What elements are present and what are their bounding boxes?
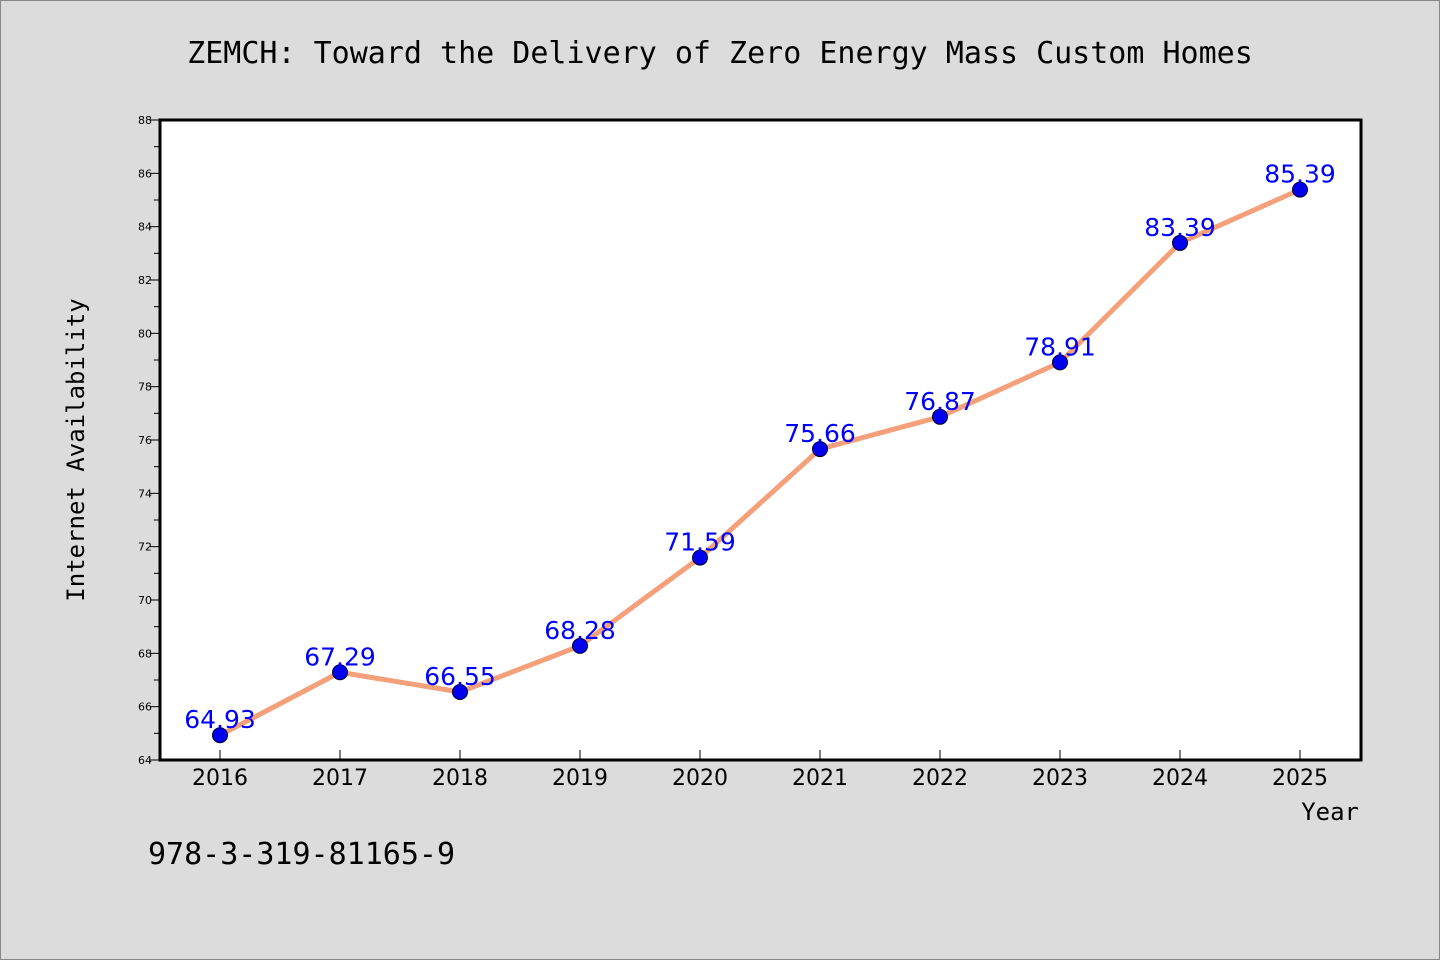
data-label: 78.91	[1024, 332, 1096, 361]
x-tick-label: 2020	[672, 766, 728, 791]
y-tick-label: 84	[138, 221, 152, 234]
x-tick-label: 2025	[1272, 766, 1328, 791]
y-tick-label: 68	[138, 647, 152, 660]
x-tick-label: 2016	[192, 766, 248, 791]
plot-frame	[158, 118, 1363, 762]
x-tick-label: 2018	[432, 766, 488, 791]
x-tick-label: 2019	[552, 766, 608, 791]
y-tick-label: 80	[138, 327, 152, 340]
plot-area	[160, 120, 1361, 760]
data-point	[452, 684, 468, 700]
x-axis-ticks: 2016 2017 2018 2019 2020 2021 2022 2023 2024 2025	[192, 750, 1328, 791]
data-label: 68.28	[544, 616, 616, 645]
data-label: 64.93	[184, 705, 256, 734]
y-tick-label: 66	[138, 701, 152, 714]
y-tick-label: 86	[138, 167, 152, 180]
data-label: 76.87	[904, 387, 976, 416]
y-tick-label: 82	[138, 274, 152, 287]
x-axis-label: Year	[1301, 798, 1359, 826]
data-point	[572, 637, 588, 654]
x-tick-label: 2021	[792, 766, 848, 791]
data-point	[212, 727, 228, 744]
data-point	[1052, 354, 1068, 371]
data-point	[692, 549, 708, 566]
data-label: 67.29	[304, 642, 376, 671]
x-tick-label: 2022	[912, 766, 968, 791]
series-points-group	[212, 181, 1308, 744]
data-point	[932, 408, 948, 425]
data-label: 85.39	[1264, 160, 1336, 189]
series-line	[217, 187, 1303, 738]
data-point	[1292, 181, 1308, 198]
y-tick-label: 76	[138, 434, 152, 447]
data-labels-group: 64.93 67.29 66.55 68.28 71.59 75.66 76.87 78.91…	[184, 160, 1336, 735]
x-tick-label: 2023	[1032, 766, 1088, 791]
data-label: 66.55	[424, 662, 496, 691]
data-label: 83.39	[1144, 213, 1216, 242]
isbn-text: 978-3-319-81165-9	[148, 837, 455, 872]
y-tick-label: 64	[138, 754, 152, 767]
series-line-group	[217, 187, 1303, 738]
data-point	[812, 441, 828, 458]
y-tick-label: 78	[138, 381, 152, 394]
data-label: 71.59	[664, 528, 736, 557]
y-tick-label: 70	[138, 594, 152, 607]
chart-title: ZEMCH: Toward the Delivery of Zero Energ…	[187, 36, 1253, 71]
y-axis-label: Internet Availability	[62, 298, 90, 601]
data-point	[1172, 234, 1188, 251]
y-tick-label: 88	[138, 114, 152, 127]
y-tick-label: 74	[138, 487, 152, 500]
x-tick-label: 2024	[1152, 766, 1208, 791]
y-tick-label: 72	[138, 541, 152, 554]
data-point	[332, 664, 348, 681]
data-label: 75.66	[784, 419, 856, 448]
y-axis-ticks: 64 66 68 70 72 74 76 78 80 82 84 86 88	[138, 114, 160, 767]
x-tick-label: 2017	[312, 766, 368, 791]
